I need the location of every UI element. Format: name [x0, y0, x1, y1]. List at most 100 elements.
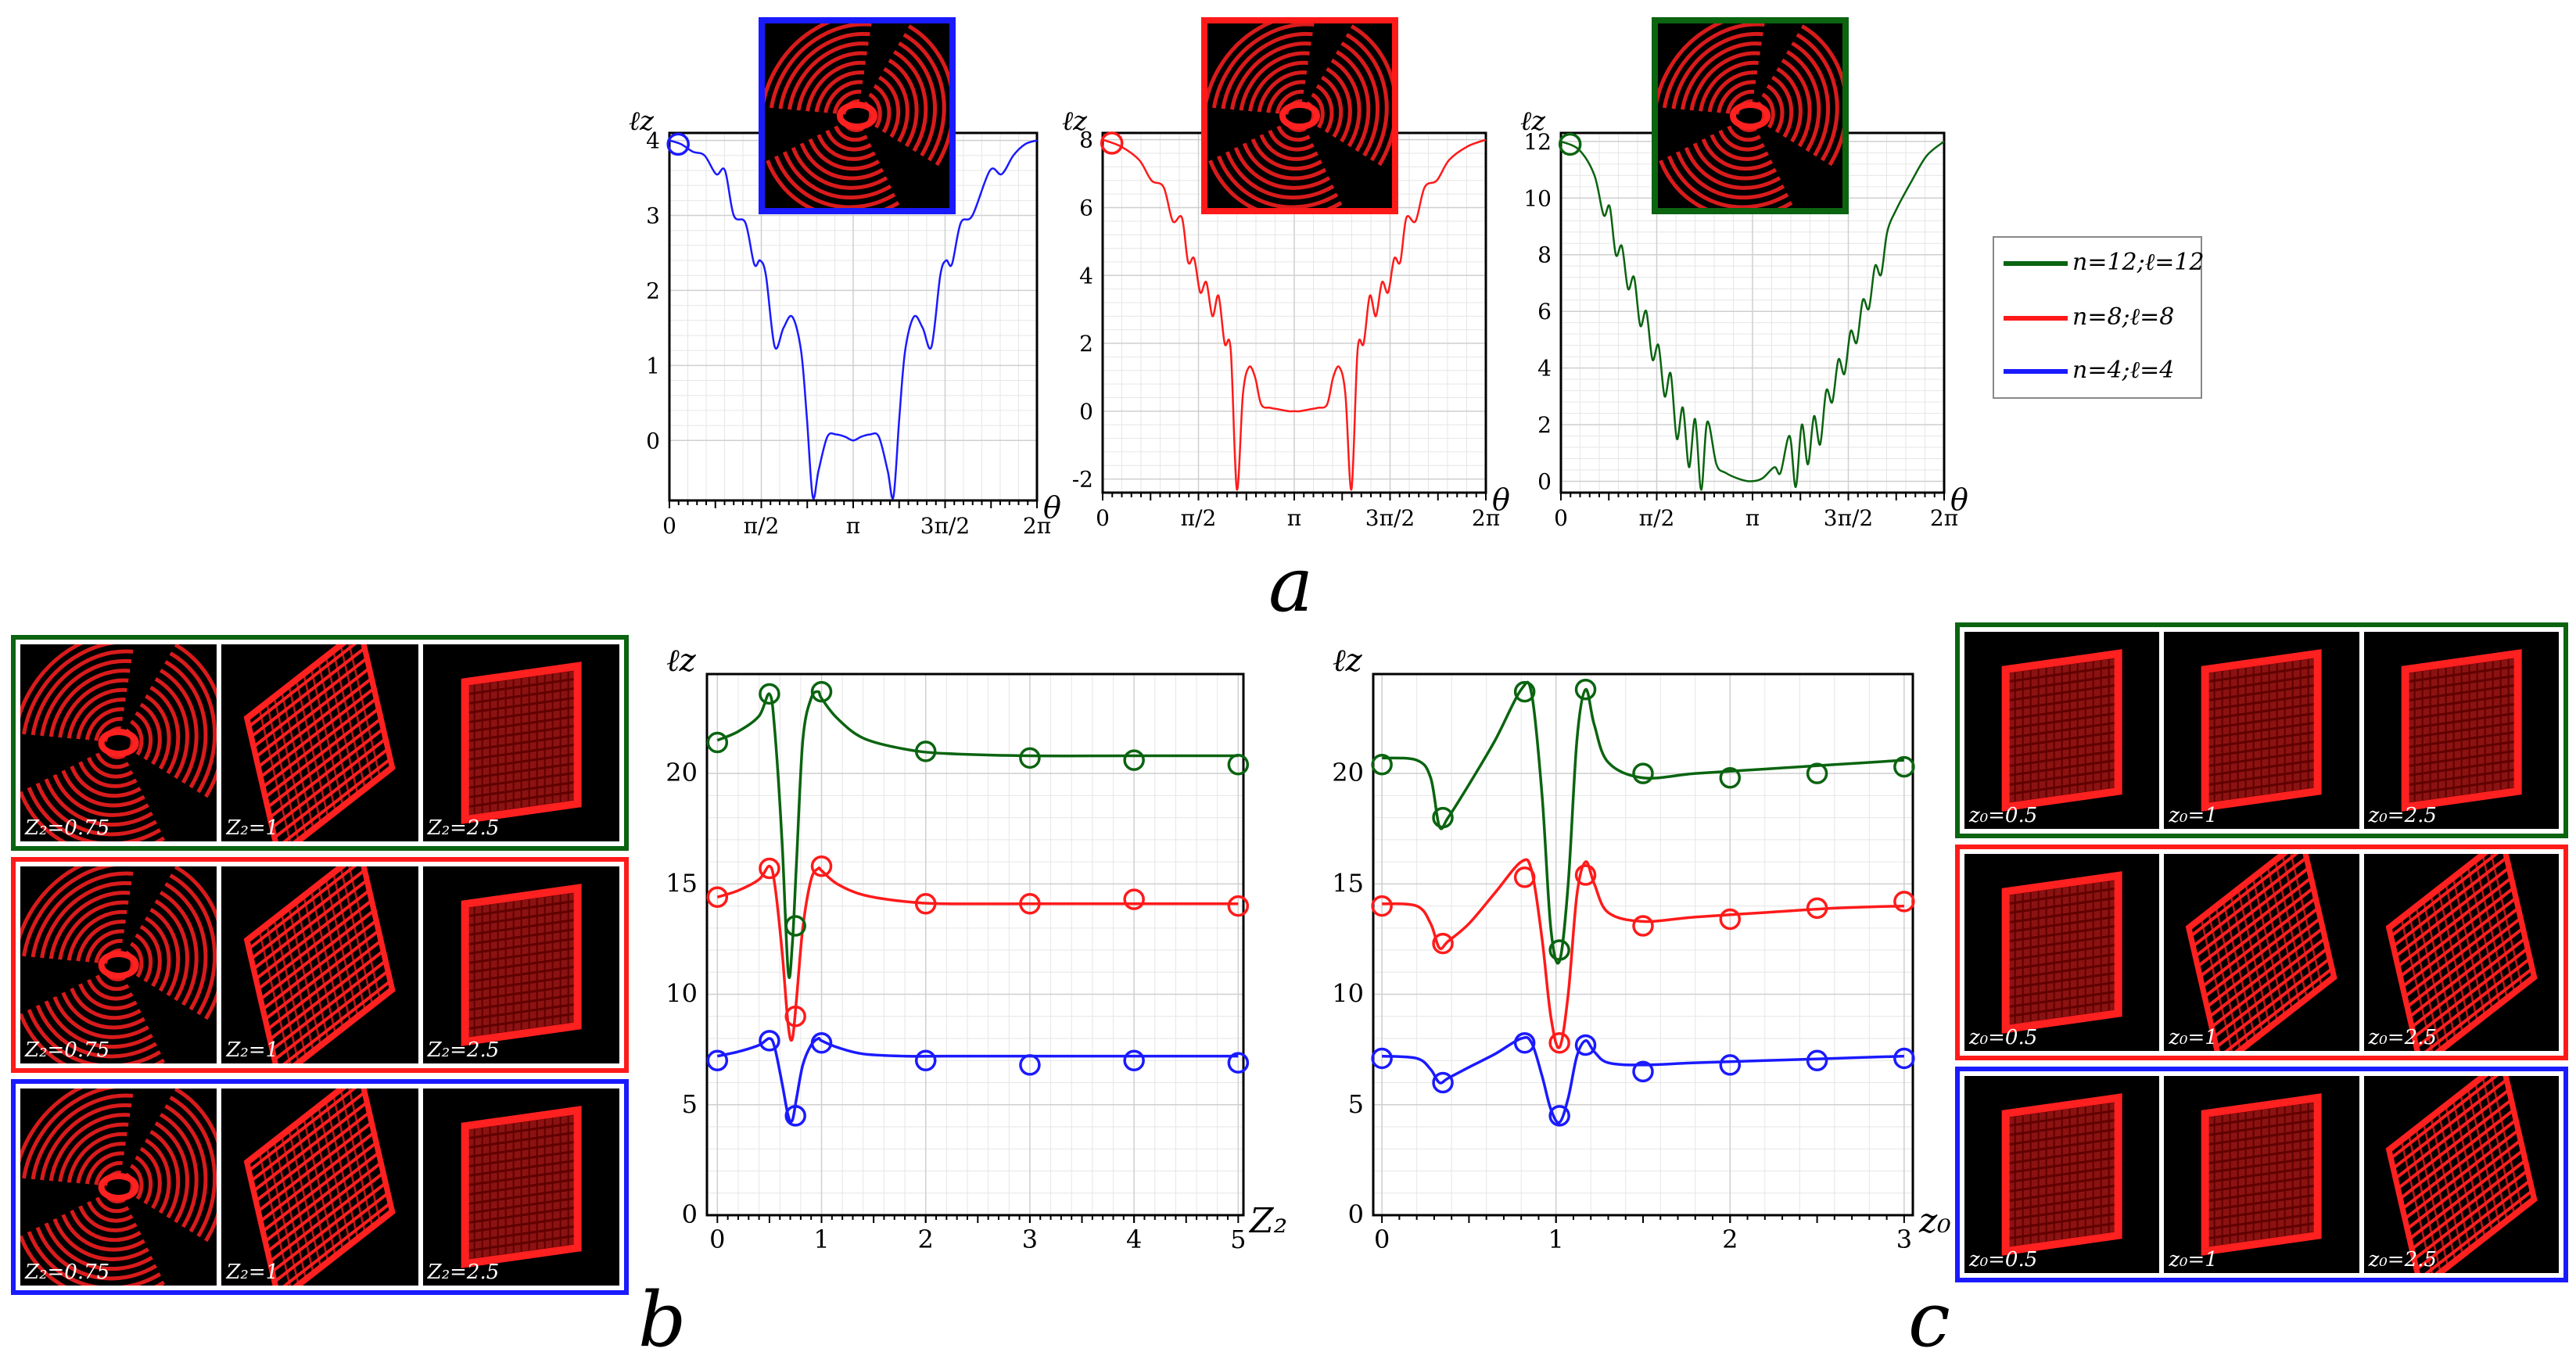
data-point-marker: [1632, 1060, 1654, 1083]
x-axis-label: θ: [1043, 490, 1061, 525]
grid-line: [2005, 1221, 2119, 1240]
x-tick-label: 1: [813, 1225, 829, 1254]
x-tick-label: 2π: [1930, 505, 1958, 531]
beam-pattern: [20, 866, 217, 1063]
grid-line: [465, 993, 578, 1012]
lattice-line: [318, 885, 351, 1022]
center-ring: [1730, 102, 1771, 130]
y-tick-label: 2: [646, 278, 660, 303]
data-point-marker: [1513, 680, 1536, 703]
beam-pattern: [2385, 854, 2538, 1051]
grid-line: [2405, 749, 2518, 768]
lattice-line: [340, 868, 374, 1004]
y-tick-label: 1: [646, 353, 660, 378]
lattice-edge: [244, 644, 396, 841]
y-tick-label: 20: [666, 758, 698, 787]
lattice-line: [2419, 1189, 2531, 1273]
b-thumb-image: Z₂=2.5: [422, 644, 619, 841]
y-tick-label: 12: [1523, 129, 1552, 155]
data-point-marker: [666, 132, 690, 156]
beam-pattern: [1658, 23, 1842, 208]
grid-line: [465, 974, 578, 993]
x-tick-label: 4: [1126, 1225, 1142, 1254]
grid-edge: [2201, 649, 2322, 812]
y-tick-label: 4: [1537, 356, 1552, 382]
lattice-line: [340, 1090, 374, 1226]
grid-edge: [2201, 1093, 2322, 1256]
lattice-line: [2481, 1078, 2515, 1214]
legend-label: n=12;ℓ=12: [2072, 249, 2205, 276]
lattice-line: [2244, 884, 2279, 1020]
x-axis-label: z₀: [1918, 1201, 1951, 1241]
series-line-2: [1382, 1035, 1904, 1124]
data-point-marker: [1806, 897, 1828, 920]
lattice-line: [2452, 878, 2485, 1015]
data-point-marker: [914, 892, 937, 915]
lattice-line: [303, 1119, 337, 1255]
c-thumb-label: z₀=2.5: [2368, 1026, 2437, 1049]
grid-line: [465, 790, 578, 809]
ring-arc: [1679, 41, 1821, 190]
y-tick-label: 15: [666, 868, 698, 898]
data-point-marker: [1893, 755, 1915, 778]
series-line-0: [1560, 140, 1945, 491]
grid-line: [2005, 952, 2119, 971]
center-ring: [1279, 102, 1320, 130]
ring-arc: [768, 23, 946, 208]
lattice-edge: [244, 866, 396, 1063]
y-axis-label: ℓz: [629, 106, 655, 137]
grid-line: [465, 1215, 578, 1234]
data-point-marker: [1719, 767, 1742, 789]
y-tick-label: 0: [1079, 399, 1093, 425]
data-point-marker: [1100, 131, 1124, 155]
data-point-marker: [784, 915, 806, 937]
data-point-marker: [1548, 1031, 1570, 1054]
lattice-line: [303, 897, 337, 1033]
beam-pattern: [461, 662, 582, 824]
center-ring: [98, 729, 139, 757]
b-thumb-row-0: Z₂=0.75 Z₂=1 Z₂=2.5: [11, 635, 629, 851]
lattice-line: [278, 980, 390, 1063]
data-point-marker: [784, 1105, 806, 1127]
beam-pattern: [2385, 1076, 2538, 1273]
x-tick-label: π: [846, 513, 860, 539]
b-thumb-label: Z₂=0.75: [25, 1261, 110, 1284]
ring-arc: [20, 644, 217, 841]
data-point-marker: [1548, 1105, 1570, 1127]
legend: n=12;ℓ=12 n=8;ℓ=8 n=4;ℓ=4: [1993, 236, 2205, 399]
ring-arc: [57, 1122, 181, 1252]
grid-line: [2005, 962, 2119, 981]
lattice-line: [2474, 1083, 2508, 1220]
grid-line: [2005, 1184, 2119, 1203]
ring-arc: [66, 1132, 171, 1243]
x-axis-label: θ: [1492, 482, 1510, 517]
grid-line: [2005, 777, 2119, 796]
grid-pattern: [461, 884, 582, 1046]
ring-arc: [1706, 70, 1794, 161]
c-thumb-image: z₀=1: [2164, 632, 2359, 829]
c-thumb-label: z₀=1: [2169, 1248, 2218, 1271]
lattice-line: [2289, 854, 2323, 986]
beam-pattern: [2001, 1093, 2122, 1256]
data-point-marker: [1019, 747, 1041, 769]
x-tick-label: 1: [1548, 1225, 1564, 1254]
inset-image-1: [1201, 17, 1398, 214]
grid-line: [2005, 768, 2119, 787]
data-point-marker: [810, 1031, 833, 1054]
data-point-marker: [1227, 895, 1250, 917]
b-thumb-row-2: Z₂=0.75 Z₂=1 Z₂=2.5: [11, 1079, 629, 1295]
grid-pattern: [2201, 649, 2322, 812]
y-tick-label: 10: [666, 979, 698, 1009]
y-tick-label: 0: [682, 1200, 698, 1229]
lattice-line: [2489, 854, 2523, 986]
data-point-marker: [1719, 1054, 1742, 1076]
lattice-line: [2419, 967, 2531, 1051]
grid-line: [465, 752, 578, 771]
data-point-marker: [1548, 939, 1570, 961]
x-tick-label: 2: [918, 1225, 934, 1254]
lattice-line: [2259, 873, 2293, 1010]
data-point-marker: [1371, 895, 1393, 917]
x-tick-label: 2: [1722, 1225, 1738, 1254]
grid-pattern: [461, 662, 582, 824]
ring-arc: [48, 891, 190, 1039]
